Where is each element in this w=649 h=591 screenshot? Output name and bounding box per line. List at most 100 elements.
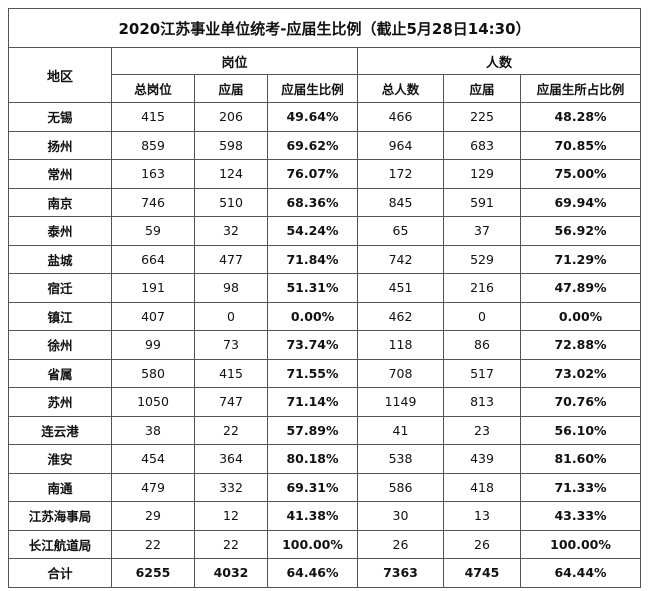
cell-region: 徐州 <box>8 330 112 360</box>
cell-total-people: 30 <box>357 501 444 531</box>
cell-fresh-people: 418 <box>443 472 521 502</box>
cell-total-people: 742 <box>357 244 444 274</box>
cell-total-posts: 1050 <box>111 387 195 417</box>
cell-fresh-posts: 22 <box>194 529 268 559</box>
cell-fresh-people: 529 <box>443 244 521 274</box>
cell-total-people: 708 <box>357 358 444 388</box>
cell-fresh-people: 517 <box>443 358 521 388</box>
cell-fresh-people: 4745 <box>443 558 521 588</box>
cell-ratio-people: 48.28% <box>519 102 642 132</box>
cell-region: 常州 <box>8 159 112 189</box>
cell-ratio-people: 71.33% <box>519 472 642 502</box>
table-row: 南通 479 332 69.31% 586 418 71.33% <box>8 472 642 502</box>
cell-ratio-posts: 51.31% <box>267 273 358 303</box>
cell-fresh-people: 591 <box>443 187 521 217</box>
cell-ratio-posts: 80.18% <box>267 444 358 474</box>
cell-ratio-people: 75.00% <box>519 159 642 189</box>
cell-ratio-people: 69.94% <box>519 187 642 217</box>
cell-ratio-people: 73.02% <box>519 358 642 388</box>
cell-total-people: 65 <box>357 216 444 246</box>
cell-total-people: 41 <box>357 415 444 445</box>
cell-fresh-posts: 747 <box>194 387 268 417</box>
cell-ratio-people: 56.10% <box>519 415 642 445</box>
cell-fresh-posts: 98 <box>194 273 268 303</box>
cell-region: 泰州 <box>8 216 112 246</box>
cell-ratio-posts: 64.46% <box>267 558 358 588</box>
cell-ratio-people: 47.89% <box>519 273 642 303</box>
cell-ratio-posts: 73.74% <box>267 330 358 360</box>
cell-total-posts: 407 <box>111 301 195 331</box>
cell-fresh-posts: 73 <box>194 330 268 360</box>
cell-fresh-posts: 206 <box>194 102 268 132</box>
cell-total-people: 172 <box>357 159 444 189</box>
cell-total-posts: 746 <box>111 187 195 217</box>
cell-ratio-people: 56.92% <box>519 216 642 246</box>
cell-ratio-posts: 41.38% <box>267 501 358 531</box>
cell-fresh-posts: 12 <box>194 501 268 531</box>
table-row: 镇江 407 0 0.00% 462 0 0.00% <box>8 301 642 331</box>
cell-fresh-posts: 124 <box>194 159 268 189</box>
cell-fresh-posts: 510 <box>194 187 268 217</box>
cell-fresh-posts: 4032 <box>194 558 268 588</box>
cell-ratio-people: 64.44% <box>519 558 642 588</box>
cell-ratio-people: 71.29% <box>519 244 642 274</box>
cell-region: 淮安 <box>8 444 112 474</box>
cell-total-posts: 29 <box>111 501 195 531</box>
cell-fresh-people: 225 <box>443 102 521 132</box>
table-total-row: 合计 6255 4032 64.46% 7363 4745 64.44% <box>8 558 642 588</box>
cell-total-people: 466 <box>357 102 444 132</box>
cell-total-posts: 479 <box>111 472 195 502</box>
cell-total-posts: 664 <box>111 244 195 274</box>
cell-total-posts: 6255 <box>111 558 195 588</box>
cell-ratio-people: 70.76% <box>519 387 642 417</box>
table-row: 扬州 859 598 69.62% 964 683 70.85% <box>8 130 642 160</box>
cell-total-people: 26 <box>357 529 444 559</box>
cell-ratio-posts: 71.14% <box>267 387 358 417</box>
table-row: 盐城 664 477 71.84% 742 529 71.29% <box>8 244 642 274</box>
cell-region: 南京 <box>8 187 112 217</box>
table-row: 苏州 1050 747 71.14% 1149 813 70.76% <box>8 387 642 417</box>
header-group-people: 人数 <box>356 47 642 75</box>
cell-ratio-posts: 57.89% <box>267 415 358 445</box>
table-row: 连云港 38 22 57.89% 41 23 56.10% <box>8 415 642 445</box>
header-ratio-people: 应届生所占比例 <box>519 74 642 103</box>
table-row: 省属 580 415 71.55% 708 517 73.02% <box>8 358 642 388</box>
cell-fresh-people: 813 <box>443 387 521 417</box>
cell-ratio-posts: 68.36% <box>267 187 358 217</box>
cell-fresh-people: 23 <box>443 415 521 445</box>
cell-region: 省属 <box>8 358 112 388</box>
cell-fresh-people: 439 <box>443 444 521 474</box>
cell-fresh-people: 216 <box>443 273 521 303</box>
table-row: 泰州 59 32 54.24% 65 37 56.92% <box>8 216 642 246</box>
cell-ratio-people: 81.60% <box>519 444 642 474</box>
cell-total-posts: 163 <box>111 159 195 189</box>
cell-ratio-people: 100.00% <box>519 529 642 559</box>
header-fresh-people: 应届 <box>443 74 521 103</box>
cell-ratio-people: 70.85% <box>519 130 642 160</box>
cell-fresh-posts: 364 <box>194 444 268 474</box>
cell-region: 长江航道局 <box>8 529 112 559</box>
cell-fresh-people: 129 <box>443 159 521 189</box>
cell-total-people: 462 <box>357 301 444 331</box>
cell-fresh-posts: 32 <box>194 216 268 246</box>
table-row: 长江航道局 22 22 100.00% 26 26 100.00% <box>8 529 642 559</box>
cell-fresh-posts: 332 <box>194 472 268 502</box>
cell-total-posts: 99 <box>111 330 195 360</box>
table-row: 南京 746 510 68.36% 845 591 69.94% <box>8 187 642 217</box>
cell-region: 南通 <box>8 472 112 502</box>
cell-fresh-posts: 415 <box>194 358 268 388</box>
header-region: 地区 <box>8 47 112 103</box>
cell-ratio-people: 0.00% <box>519 301 642 331</box>
cell-ratio-posts: 100.00% <box>267 529 358 559</box>
cell-total-posts: 59 <box>111 216 195 246</box>
cell-total-people: 538 <box>357 444 444 474</box>
table-row: 宿迁 191 98 51.31% 451 216 47.89% <box>8 273 642 303</box>
cell-ratio-people: 72.88% <box>519 330 642 360</box>
cell-total-posts: 191 <box>111 273 195 303</box>
cell-ratio-posts: 71.84% <box>267 244 358 274</box>
header-fresh-posts: 应届 <box>194 74 268 103</box>
cell-total-posts: 38 <box>111 415 195 445</box>
cell-fresh-posts: 22 <box>194 415 268 445</box>
table-title: 2020江苏事业单位统考-应届生比例（截止5月28日14:30） <box>7 8 642 48</box>
cell-region: 连云港 <box>8 415 112 445</box>
